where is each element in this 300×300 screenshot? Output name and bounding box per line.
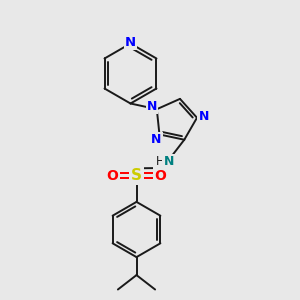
Text: O: O [106, 169, 119, 182]
Text: S: S [131, 168, 142, 183]
Text: N: N [164, 155, 174, 168]
Text: N: N [147, 100, 157, 113]
Text: N: N [198, 110, 209, 123]
Text: O: O [154, 169, 166, 182]
Text: N: N [125, 36, 136, 49]
Text: H: H [156, 155, 165, 168]
Text: N: N [151, 134, 162, 146]
